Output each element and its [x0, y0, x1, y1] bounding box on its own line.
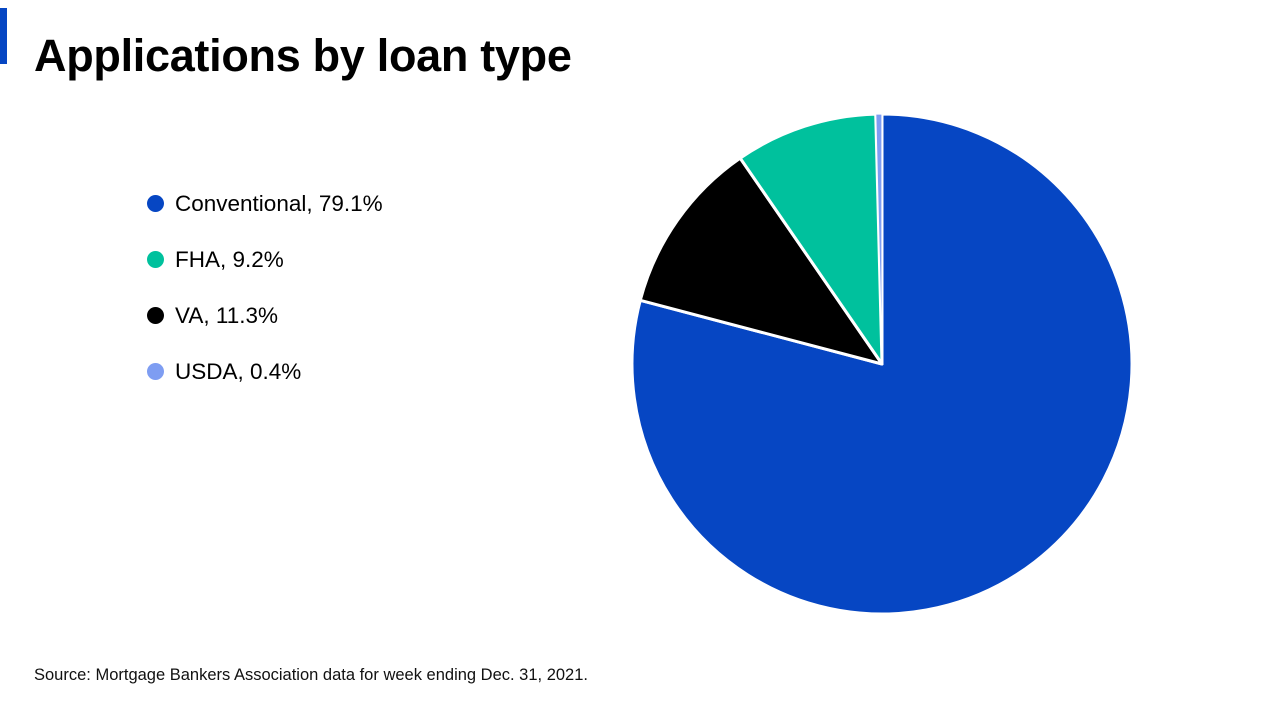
legend-label-usda: USDA, 0.4% — [175, 358, 302, 384]
pie-slice-va — [638, 156, 884, 366]
legend-dot-usda-icon — [147, 363, 164, 380]
legend-dot-fha-icon — [147, 251, 164, 268]
legend-label-conventional: Conventional, 79.1% — [175, 190, 383, 216]
legend-item-va: VA, 11.3% — [147, 302, 383, 329]
chart-title: Applications by loan type — [34, 30, 572, 81]
legend-label-fha: FHA, 9.2% — [175, 246, 284, 272]
legend: Conventional, 79.1% FHA, 9.2% VA, 11.3% … — [147, 190, 383, 385]
pie-slice-fha — [738, 112, 884, 366]
pie-chart — [630, 112, 1134, 616]
pie-slice-usda — [875, 113, 883, 365]
legend-label-va: VA, 11.3% — [175, 302, 278, 328]
legend-dot-conventional-icon — [147, 195, 164, 212]
legend-dot-va-icon — [147, 307, 164, 324]
legend-item-usda: USDA, 0.4% — [147, 358, 383, 385]
legend-item-fha: FHA, 9.2% — [147, 246, 383, 273]
brand-accent-bar — [0, 8, 7, 64]
legend-item-conventional: Conventional, 79.1% — [147, 190, 383, 217]
source-note: Source: Mortgage Bankers Association dat… — [34, 666, 588, 684]
